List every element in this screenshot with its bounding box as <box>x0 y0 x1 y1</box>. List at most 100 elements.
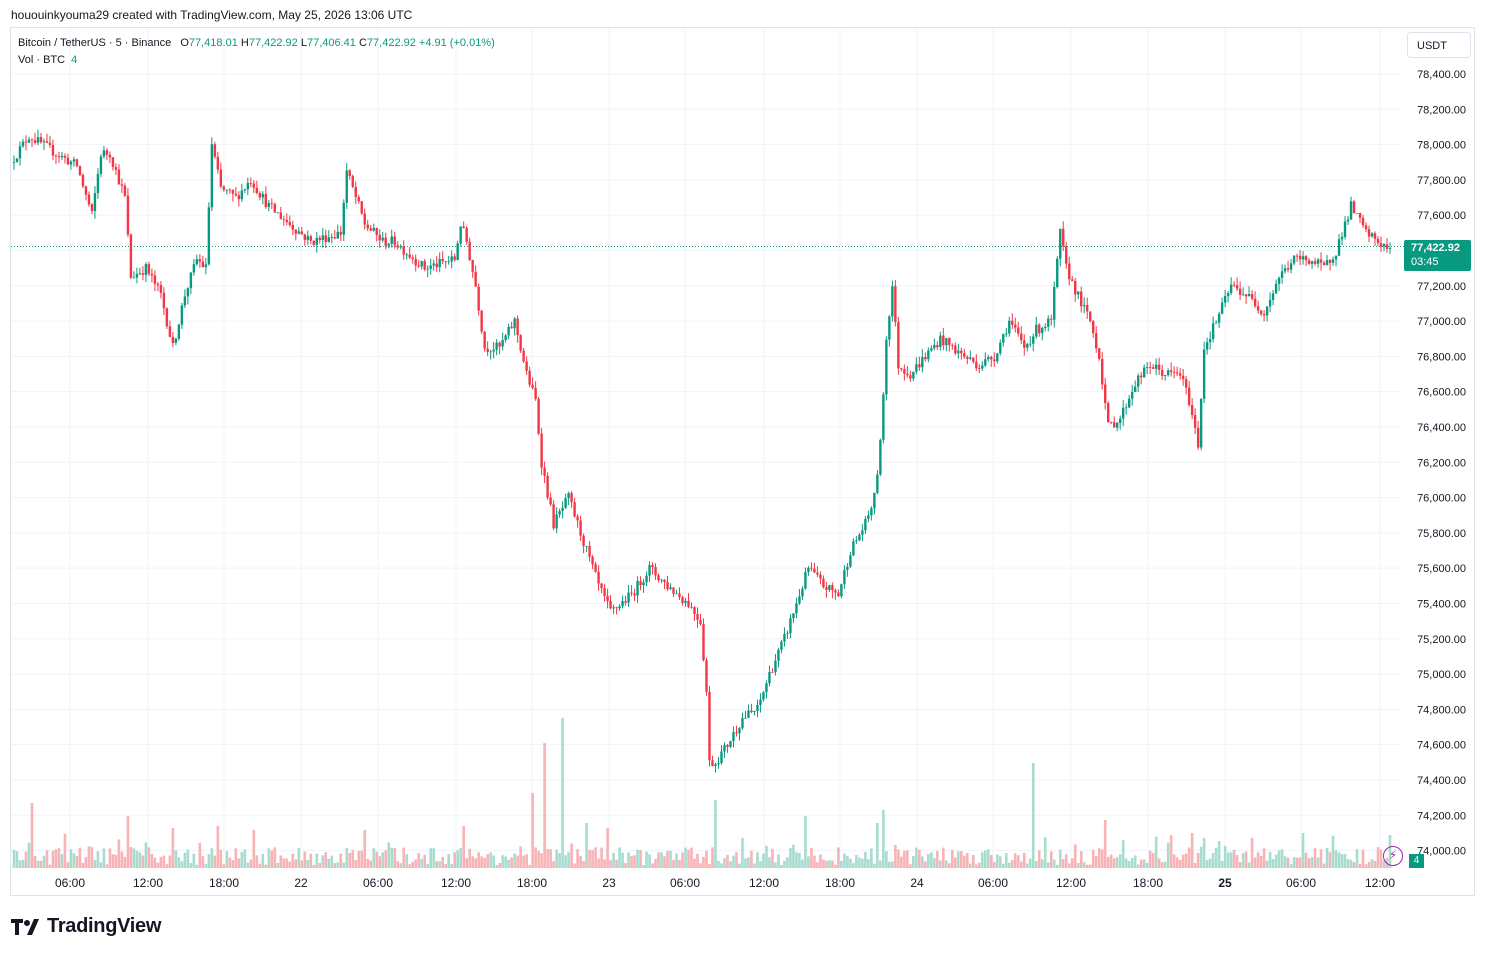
candle-body <box>897 321 900 369</box>
candle-body <box>741 718 744 729</box>
volume-bar <box>636 849 639 868</box>
volume-bar <box>657 852 660 868</box>
volume-bar <box>228 857 232 868</box>
volume-bar <box>1220 860 1224 868</box>
symbol-legend: Bitcoin / TetherUS · 5 · Binance O77,418… <box>18 35 495 69</box>
volume-bar <box>504 856 507 868</box>
candle-body <box>540 433 543 468</box>
candle-body <box>321 235 324 240</box>
candle-body <box>1220 302 1224 314</box>
volume-bar <box>450 863 453 868</box>
volume-bar <box>1310 857 1314 868</box>
candle-body <box>1295 255 1299 257</box>
volume-bar <box>555 849 558 868</box>
open-value: 77,418.01 <box>188 37 238 49</box>
candle-body <box>711 760 714 767</box>
candle-body <box>504 335 507 341</box>
volume-bar <box>672 859 675 868</box>
candle-body <box>1181 375 1185 380</box>
alert-icon[interactable]: ⚡ <box>1383 846 1403 866</box>
candle-body <box>1193 415 1197 428</box>
volume-bar <box>144 842 148 868</box>
volume-bar <box>690 847 693 868</box>
volume-bar <box>105 864 109 868</box>
volume-bar <box>995 854 999 868</box>
volume-bar <box>1256 852 1260 868</box>
volume-bar <box>1130 858 1134 868</box>
candle-body <box>66 157 70 165</box>
candle-body <box>777 649 780 661</box>
volume-bar <box>1253 857 1257 868</box>
candle-body <box>999 342 1002 354</box>
volume-bar <box>726 854 729 868</box>
volume-bar <box>381 852 385 868</box>
symbol-name[interactable]: Bitcoin / TetherUS · 5 · Binance <box>18 37 172 49</box>
candle-body <box>687 600 690 608</box>
candle-body <box>1331 259 1335 263</box>
x-tick-label: 25 <box>1218 876 1232 890</box>
y-tick-label: 77,600.00 <box>1417 210 1466 222</box>
candle-body <box>105 150 109 155</box>
candle-body <box>459 226 462 244</box>
volume-bar <box>507 859 510 868</box>
volume-bar <box>72 853 76 868</box>
candle-body <box>228 189 232 191</box>
volume-bar <box>795 852 798 868</box>
candle-body <box>141 273 145 275</box>
volume-bar <box>120 851 124 868</box>
volume-bar <box>876 823 879 868</box>
candle-body <box>1151 367 1155 369</box>
volume-bar <box>42 855 46 868</box>
candle-body <box>534 387 537 399</box>
candle-body <box>663 579 666 582</box>
volume-bar <box>1013 853 1017 868</box>
candle-body <box>627 592 630 603</box>
volume-bar <box>165 864 169 868</box>
volume-bar <box>573 863 576 868</box>
candle-body <box>54 155 58 157</box>
candle-body <box>1373 233 1377 239</box>
volume-bar <box>1088 864 1092 868</box>
candle-body <box>1355 213 1359 214</box>
candle-body <box>927 350 930 360</box>
volume-bar <box>579 855 582 868</box>
volume-bar <box>30 803 34 868</box>
x-tick-label: 12:00 <box>1056 876 1086 890</box>
volume-bar <box>816 862 819 868</box>
volume-bar <box>975 864 978 868</box>
candle-body <box>1038 324 1041 334</box>
currency-button[interactable]: USDT <box>1407 32 1471 58</box>
candle-body <box>234 193 238 196</box>
candle-body <box>735 732 738 734</box>
volume-bar <box>980 852 984 868</box>
candle-body <box>867 515 870 519</box>
volume-bar <box>1046 862 1050 868</box>
volume-bar <box>1154 836 1158 868</box>
volume-bar <box>321 855 325 868</box>
volume-bar <box>1352 862 1356 868</box>
volume-bar <box>78 847 82 868</box>
volume-bar <box>267 848 271 868</box>
candle-body <box>894 286 897 322</box>
volume-bar <box>327 858 331 868</box>
candle-body <box>483 331 486 349</box>
volume-bar <box>168 855 172 868</box>
volume-bar <box>438 861 441 868</box>
volume-bar <box>804 816 807 868</box>
tradingview-logo[interactable]: TradingView <box>11 915 161 938</box>
candle-body <box>1142 367 1146 378</box>
candle-body <box>414 258 417 266</box>
candle-body <box>1104 384 1107 404</box>
candle-body <box>909 375 912 379</box>
candle-body <box>84 186 88 195</box>
volume-bar <box>81 862 85 868</box>
volume-bar <box>213 855 217 868</box>
candle-body <box>594 564 597 572</box>
volume-label[interactable]: Vol · BTC <box>18 54 66 66</box>
y-tick-label: 74,800.00 <box>1417 704 1466 716</box>
candle-body <box>1163 375 1167 376</box>
candle-body <box>1328 260 1332 263</box>
candle-body <box>804 572 807 589</box>
candle-body <box>696 614 699 620</box>
